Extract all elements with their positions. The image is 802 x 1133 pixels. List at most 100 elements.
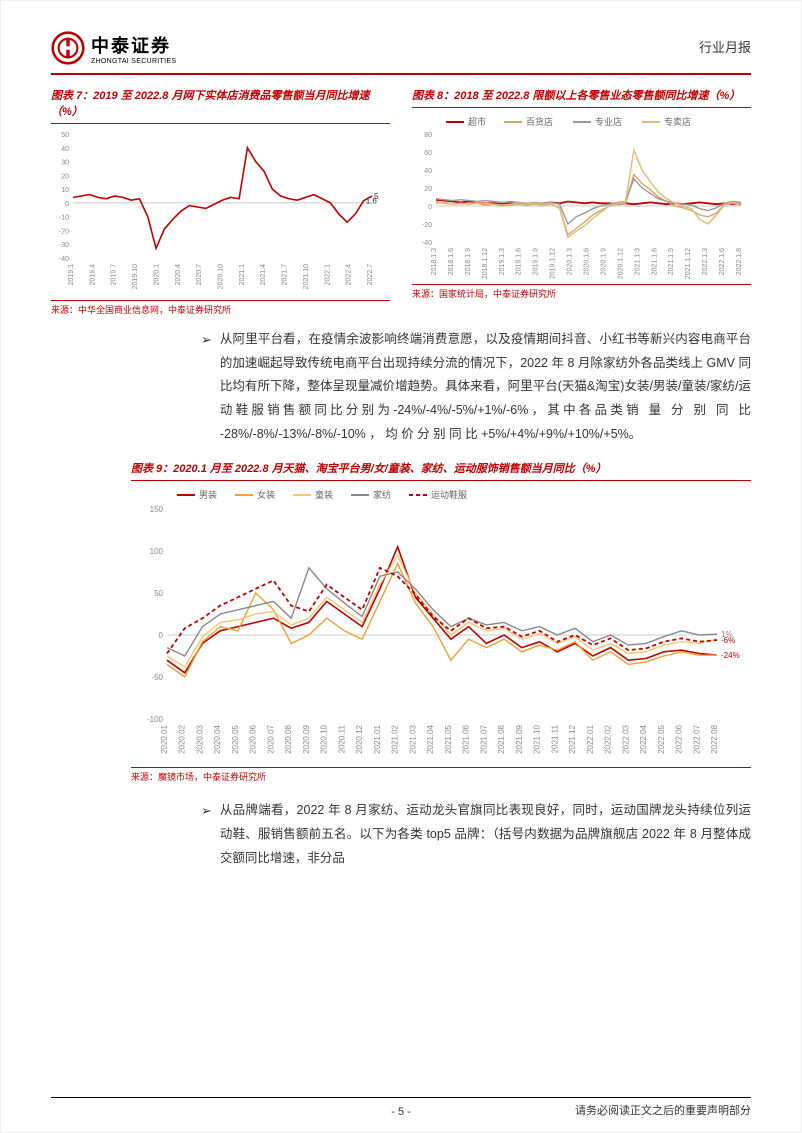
svg-text:2020.09: 2020.09: [302, 725, 311, 754]
paragraph-2-block: ➢ 从品牌端看，2022 年 8 月家纺、运动龙头官旗同比表现良好，同时，运动国…: [201, 799, 751, 870]
svg-text:-24%: -24%: [721, 651, 740, 660]
svg-text:5: 5: [374, 192, 379, 201]
svg-text:2021.1.12: 2021.1.12: [685, 248, 692, 279]
svg-text:-10: -10: [59, 215, 69, 222]
page-number: - 5 -: [391, 1106, 411, 1118]
svg-text:2022.06: 2022.06: [675, 725, 684, 754]
svg-text:2021.1.9: 2021.1.9: [668, 248, 675, 275]
svg-text:2021.03: 2021.03: [408, 725, 417, 754]
svg-text:30: 30: [61, 159, 69, 166]
logo: 中泰证券 ZHONGTAI SECURITIES: [51, 31, 176, 65]
svg-text:2020.1.3: 2020.1.3: [567, 248, 574, 275]
svg-text:2022.7: 2022.7: [367, 264, 374, 286]
svg-text:2021.1: 2021.1: [239, 264, 246, 286]
svg-text:2021.06: 2021.06: [462, 725, 471, 754]
chart8-source: 来源：国家统计局，中泰证券研究所: [412, 284, 751, 300]
svg-text:2019.1.12: 2019.1.12: [550, 248, 557, 279]
svg-text:2021.10: 2021.10: [533, 725, 542, 754]
svg-text:2021.05: 2021.05: [444, 725, 453, 754]
logo-text-en: ZHONGTAI SECURITIES: [91, 58, 176, 65]
svg-text:2022.05: 2022.05: [657, 725, 666, 754]
svg-text:2020.03: 2020.03: [195, 725, 204, 754]
svg-text:2020.1.12: 2020.1.12: [617, 248, 624, 279]
svg-text:2021.02: 2021.02: [391, 725, 400, 754]
svg-text:2019.1.3: 2019.1.3: [499, 248, 506, 275]
svg-text:2019.4: 2019.4: [89, 264, 96, 286]
svg-text:50: 50: [154, 589, 163, 598]
chart8-title: 图表 8：2018 至 2022.8 限额以上各零售业态零售额同比增速（%）: [412, 89, 751, 108]
svg-text:2020.10: 2020.10: [218, 264, 225, 289]
svg-text:专卖店: 专卖店: [664, 116, 691, 127]
svg-text:2021.08: 2021.08: [497, 725, 506, 754]
svg-text:-40: -40: [59, 256, 69, 263]
chart9-block: 图表 9：2020.1 月至 2022.8 月天猫、淘宝平台男/女/童装、家纺、…: [131, 461, 751, 784]
charts-row-top: 图表 7：2019 至 2022.8 月网下实体店消费品零售额当月同比增速（%）…: [51, 89, 751, 316]
svg-text:0: 0: [159, 631, 164, 640]
chart8-block: 图表 8：2018 至 2022.8 限额以上各零售业态零售额同比增速（%） -…: [412, 89, 751, 316]
svg-text:20: 20: [424, 186, 432, 193]
svg-text:20: 20: [61, 173, 69, 180]
logo-text-cn: 中泰证券: [91, 32, 176, 58]
svg-text:100: 100: [150, 547, 164, 556]
svg-text:2021.1.6: 2021.1.6: [651, 248, 658, 275]
paragraph-1: 从阿里平台看，在疫情余波影响终端消费意愿，以及疫情期间抖音、小红书等新兴内容电商…: [220, 328, 751, 447]
svg-text:2022.1.6: 2022.1.6: [719, 248, 726, 275]
svg-text:80: 80: [424, 132, 432, 139]
svg-text:2020.1.9: 2020.1.9: [600, 248, 607, 275]
svg-text:2022.07: 2022.07: [692, 725, 701, 754]
svg-text:2021.10: 2021.10: [303, 264, 310, 289]
chart7-plot: -40-30-20-10010203040502019.12019.42019.…: [51, 128, 390, 298]
svg-text:2022.08: 2022.08: [710, 725, 719, 754]
header-rule: [51, 73, 751, 75]
svg-text:2020.11: 2020.11: [337, 725, 346, 754]
svg-text:百货店: 百货店: [526, 116, 553, 127]
svg-text:-20: -20: [422, 222, 432, 229]
svg-text:2020.06: 2020.06: [249, 725, 258, 754]
svg-text:2020.01: 2020.01: [160, 725, 169, 754]
svg-text:2021.1.3: 2021.1.3: [634, 248, 641, 275]
svg-text:2018.1.9: 2018.1.9: [465, 248, 472, 275]
footer-disclaimer: 请务必阅读正文之后的重要声明部分: [411, 1102, 751, 1118]
chart7-title: 图表 7：2019 至 2022.8 月网下实体店消费品零售额当月同比增速（%）: [51, 89, 390, 124]
svg-text:2022.01: 2022.01: [586, 725, 595, 754]
svg-text:0: 0: [65, 201, 69, 208]
svg-text:50: 50: [61, 132, 69, 139]
svg-text:150: 150: [150, 505, 164, 514]
svg-text:10: 10: [61, 187, 69, 194]
svg-text:2019.10: 2019.10: [132, 264, 139, 289]
svg-text:2022.1.8: 2022.1.8: [736, 248, 743, 275]
chart9-source: 来源：魔镜市场，中泰证券研究所: [131, 767, 751, 783]
svg-text:2020.10: 2020.10: [320, 725, 329, 754]
svg-text:2018.1.12: 2018.1.12: [482, 248, 489, 279]
svg-text:0: 0: [428, 204, 432, 211]
svg-text:2021.09: 2021.09: [515, 725, 524, 754]
svg-text:40: 40: [61, 146, 69, 153]
svg-text:童装: 童装: [315, 489, 333, 500]
svg-text:2021.11: 2021.11: [550, 725, 559, 754]
svg-text:2020.08: 2020.08: [284, 725, 293, 754]
svg-text:-100: -100: [147, 715, 164, 724]
page-header: 中泰证券 ZHONGTAI SECURITIES 行业月报: [51, 31, 751, 65]
svg-text:2021.4: 2021.4: [260, 264, 267, 286]
chart8-plot: -40-200204060802018.1.32018.1.62018.1.92…: [412, 112, 751, 282]
svg-text:2018.1.3: 2018.1.3: [431, 248, 438, 275]
svg-text:2021.04: 2021.04: [426, 725, 435, 754]
svg-text:2021.07: 2021.07: [479, 725, 488, 754]
svg-text:2020.02: 2020.02: [178, 725, 187, 754]
svg-text:2020.12: 2020.12: [355, 725, 364, 754]
paragraph-2: 从品牌端看，2022 年 8 月家纺、运动龙头官旗同比表现良好，同时，运动国牌龙…: [220, 799, 751, 870]
bullet-icon: ➢: [201, 799, 212, 870]
svg-text:2020.04: 2020.04: [213, 725, 222, 754]
svg-text:2020.05: 2020.05: [231, 725, 240, 754]
svg-text:2019.1: 2019.1: [68, 264, 75, 286]
svg-text:2019.1.9: 2019.1.9: [533, 248, 540, 275]
svg-text:-50: -50: [151, 673, 163, 682]
svg-text:2019.1.6: 2019.1.6: [516, 248, 523, 275]
svg-text:2019.7: 2019.7: [111, 264, 118, 286]
chart7-source: 来源：中华全国商业信息网，中泰证券研究所: [51, 300, 390, 316]
svg-text:2020.1: 2020.1: [153, 264, 160, 286]
svg-text:-40: -40: [422, 240, 432, 247]
page-footer: - 5 - 请务必阅读正文之后的重要声明部分: [51, 1097, 751, 1118]
svg-text:-6%: -6%: [721, 636, 735, 645]
svg-text:2021.12: 2021.12: [568, 725, 577, 754]
